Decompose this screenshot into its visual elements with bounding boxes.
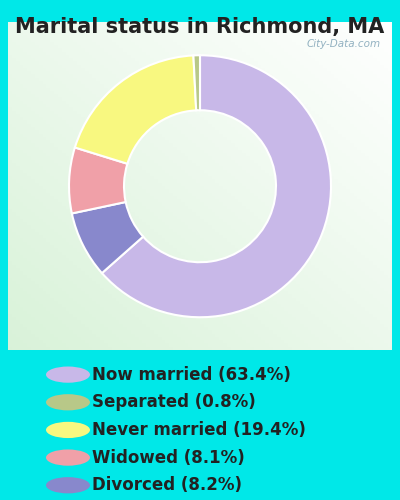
Wedge shape — [69, 148, 128, 214]
Text: Widowed (8.1%): Widowed (8.1%) — [92, 448, 245, 466]
Circle shape — [46, 366, 90, 382]
Text: Divorced (8.2%): Divorced (8.2%) — [92, 476, 242, 494]
Circle shape — [46, 477, 90, 494]
Wedge shape — [72, 202, 143, 273]
Circle shape — [46, 450, 90, 466]
Circle shape — [46, 394, 90, 410]
Wedge shape — [194, 55, 200, 110]
Text: City-Data.com: City-Data.com — [306, 39, 380, 49]
Text: Now married (63.4%): Now married (63.4%) — [92, 366, 291, 384]
Wedge shape — [75, 56, 196, 164]
Wedge shape — [102, 55, 331, 317]
Text: Separated (0.8%): Separated (0.8%) — [92, 394, 256, 411]
Text: Marital status in Richmond, MA: Marital status in Richmond, MA — [15, 18, 385, 38]
Circle shape — [46, 422, 90, 438]
Text: Never married (19.4%): Never married (19.4%) — [92, 421, 306, 439]
